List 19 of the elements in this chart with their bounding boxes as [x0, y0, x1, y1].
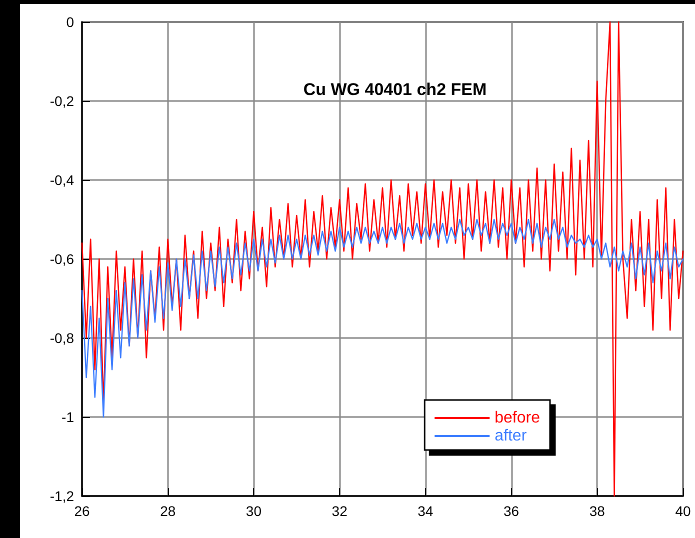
line-series [81, 21, 684, 497]
y-tick-label: -0,2 [50, 93, 74, 109]
x-tick-label: 34 [418, 503, 434, 519]
x-tick-label: 40 [675, 503, 691, 519]
y-tick-label: -1 [62, 409, 74, 425]
y-tick-label: 0 [66, 14, 74, 30]
legend-label: before [494, 410, 540, 426]
y-tick-label: -1,2 [50, 488, 74, 504]
x-tick-label: 38 [589, 503, 606, 519]
x-tick-label: 32 [332, 503, 348, 519]
x-tick-label: 28 [160, 503, 176, 519]
y-tick-label: -0,4 [50, 172, 74, 188]
y-tick-label: -0,6 [50, 251, 74, 267]
y-tick-label: -0,8 [50, 330, 74, 346]
legend-label: after [494, 428, 528, 444]
x-tick-label: 26 [74, 503, 90, 519]
text: Cu WG 40401 ch2 FEM [303, 80, 487, 99]
x-tick-label: 36 [503, 503, 520, 519]
x-tick-label: 30 [246, 503, 262, 519]
